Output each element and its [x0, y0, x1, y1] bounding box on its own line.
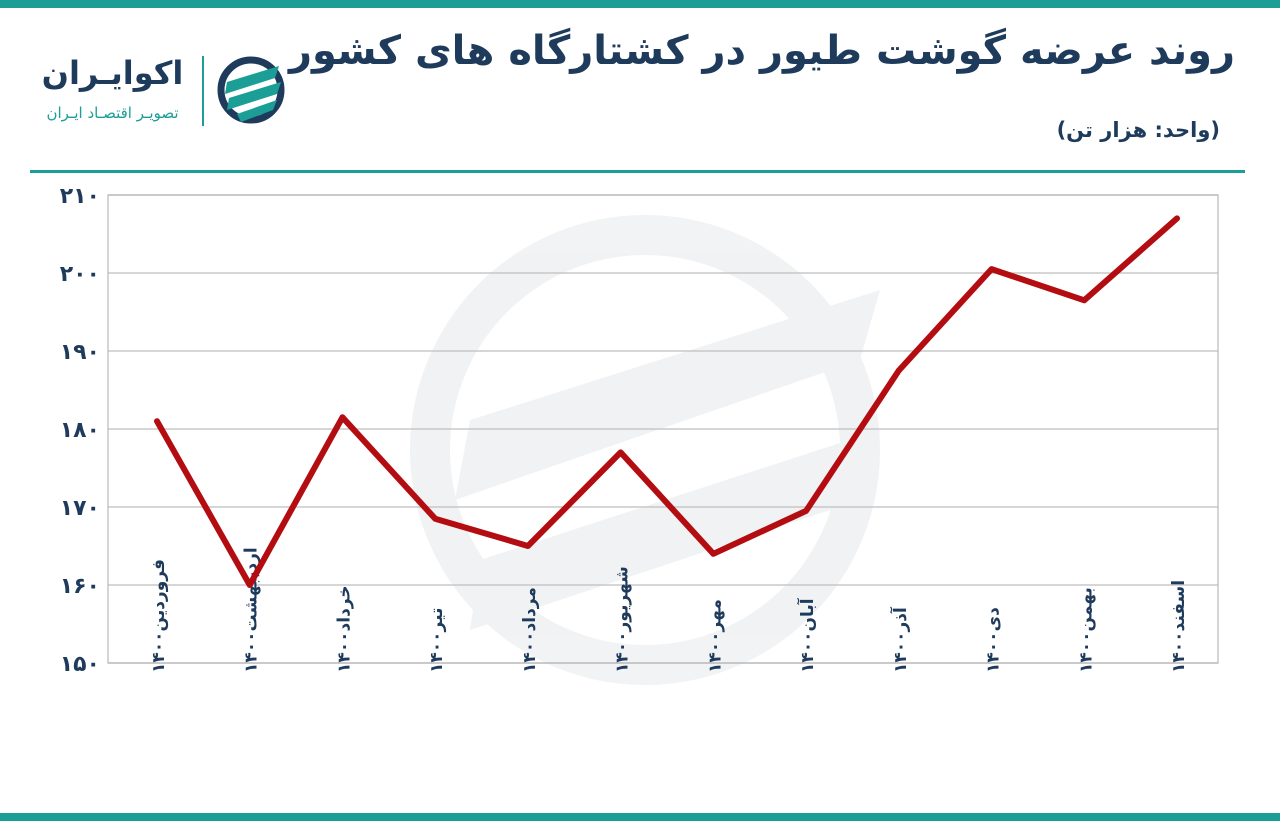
- chart-title: روند عرضه گوشت طیور در کشتارگاه های کشور: [288, 28, 1235, 74]
- x-tick-label: شهریور۱۴۰۰: [613, 566, 633, 673]
- x-tick-label: فروردین۱۴۰۰: [149, 559, 169, 673]
- brand-name: اکوایـران: [41, 54, 184, 92]
- header-divider: [30, 170, 1245, 173]
- y-tick-label: ۱۵۰: [60, 652, 100, 677]
- watermark: [410, 215, 880, 685]
- x-tick-label: مهر۱۴۰۰: [705, 599, 725, 673]
- y-axis-ticks: ۱۵۰ ۱۶۰ ۱۷۰ ۱۸۰ ۱۹۰ ۲۰۰ ۲۱۰: [60, 184, 100, 677]
- x-tick-label: آبان۱۴۰۰: [796, 597, 818, 673]
- brand-logo: اکوایـران تصویـر اقتصـاد ایـران: [30, 52, 290, 132]
- logo-stripe-2: [227, 82, 281, 110]
- logo-stripe-1: [225, 66, 279, 94]
- bottom-accent-bar: [0, 813, 1280, 821]
- x-tick-label: دی۱۴۰۰: [984, 607, 1004, 673]
- y-tick-label: ۲۱۰: [60, 184, 100, 209]
- x-tick-label: اسفند۱۴۰۰: [1169, 580, 1189, 673]
- x-tick-label: آذر۱۴۰۰: [889, 606, 911, 673]
- logo-ring: [217, 56, 285, 124]
- y-tick-label: ۱۹۰: [60, 340, 100, 365]
- unit-label: (واحد: هزار تن): [1056, 118, 1220, 142]
- series-line: [154, 215, 1180, 588]
- y-tick-label: ۱۷۰: [60, 496, 100, 521]
- logo-stripe-3: [237, 100, 277, 122]
- x-tick-label: مرداد۱۴۰۰: [520, 587, 540, 673]
- plot-frame: [107, 194, 1219, 664]
- y-tick-label: ۱۸۰: [60, 418, 100, 443]
- top-accent-bar: [0, 0, 1280, 8]
- ecoiran-logo-icon: [217, 56, 285, 124]
- x-tick-label: خرداد۱۴۰۰: [334, 585, 354, 673]
- grid-lines: [108, 194, 1218, 664]
- x-tick-label: بهمن۱۴۰۰: [1076, 587, 1096, 673]
- logo-separator: [202, 56, 204, 126]
- x-tick-label: تیر۱۴۰۰: [427, 608, 447, 673]
- brand-tagline: تصویـر اقتصـاد ایـران: [46, 104, 179, 122]
- y-tick-label: ۱۶۰: [60, 574, 100, 599]
- y-tick-label: ۲۰۰: [60, 262, 100, 287]
